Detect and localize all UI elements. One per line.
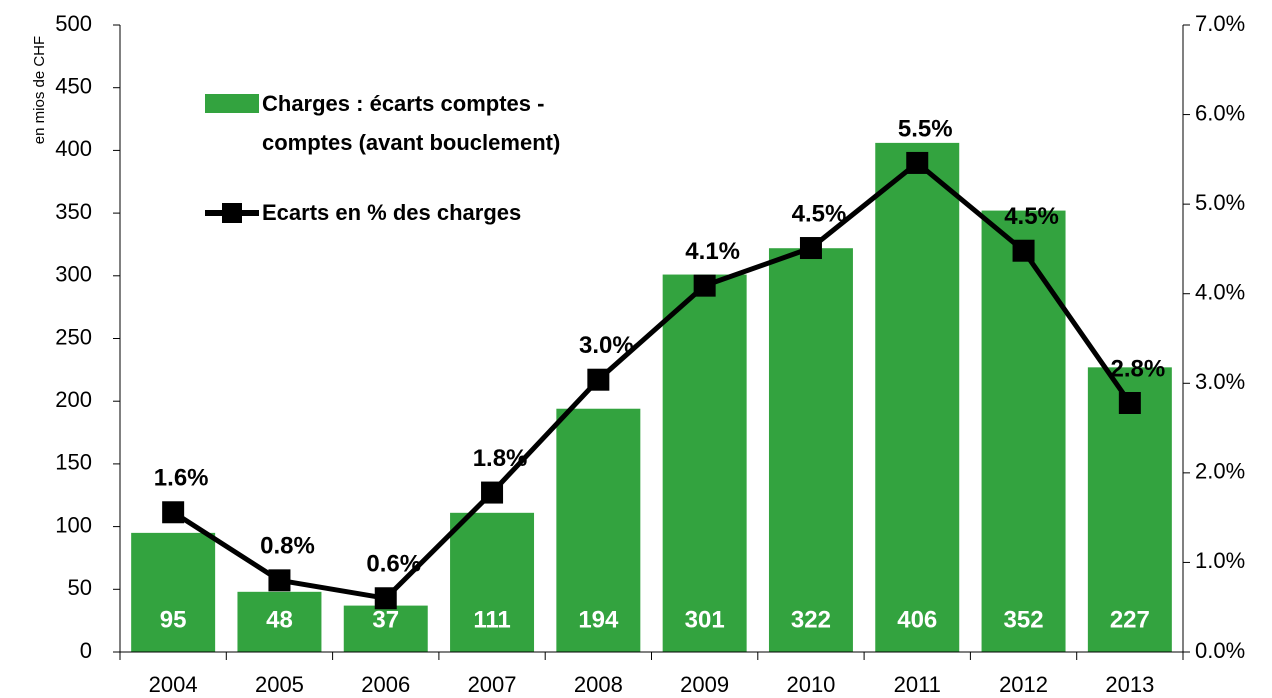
line-value-label: 1.6% <box>154 465 209 492</box>
line-value-label: 5.5% <box>898 115 953 142</box>
x-tick-label: 2005 <box>255 672 304 697</box>
y-tick-label: 300 <box>55 262 92 287</box>
legend-label: Ecarts en % des charges <box>262 200 522 225</box>
line-value-label: 0.8% <box>260 533 315 560</box>
line-value-label: 1.8% <box>473 445 528 472</box>
legend-swatch <box>205 94 259 113</box>
bar-value-label: 227 <box>1110 606 1150 633</box>
line-marker <box>268 569 291 592</box>
bar <box>981 210 1066 653</box>
line-marker <box>481 481 504 504</box>
legend: Charges : écarts comptes - comptes (avan… <box>205 84 632 232</box>
line-value-label: 3.0% <box>579 332 634 359</box>
line-marker <box>693 274 716 297</box>
x-tick-label: 2006 <box>361 672 410 697</box>
bar <box>450 512 535 652</box>
bar-value-label: 322 <box>791 606 831 633</box>
bar <box>131 532 216 652</box>
x-tick-label: 2009 <box>680 672 729 697</box>
bar-value-label: 301 <box>685 606 725 633</box>
line-value-label: 4.5% <box>1004 203 1059 230</box>
y-tick-label: 450 <box>55 74 92 99</box>
bar-value-label: 95 <box>160 606 187 633</box>
x-tick-label: 2013 <box>1105 672 1154 697</box>
bar-value-label: 48 <box>266 606 293 633</box>
x-tick-label: 2004 <box>149 672 198 697</box>
y-tick-label: 500 <box>55 11 92 36</box>
bar <box>662 274 747 652</box>
legend-label: Charges : écarts comptes - comptes (avan… <box>262 91 561 155</box>
line-marker <box>906 151 929 174</box>
bar <box>237 591 322 652</box>
line-marker <box>162 501 185 524</box>
line-value-label: 0.6% <box>366 551 421 578</box>
line-marker <box>799 237 822 260</box>
y-tick-label: 50 <box>68 575 92 600</box>
y2-tick-label: 7.0% <box>1195 11 1245 36</box>
y2-tick-label: 1.0% <box>1195 548 1245 573</box>
y-tick-label: 0 <box>80 638 92 663</box>
y-tick-label: 350 <box>55 199 92 224</box>
bar <box>1087 367 1172 652</box>
legend-item: Charges : écarts comptes - comptes (avan… <box>205 84 632 162</box>
legend-marker <box>222 203 242 223</box>
bar-value-label: 352 <box>1004 606 1044 633</box>
y2-tick-label: 4.0% <box>1195 280 1245 305</box>
line-marker <box>1118 391 1141 414</box>
bar <box>768 248 853 652</box>
y-tick-label: 400 <box>55 136 92 161</box>
y-tick-label: 150 <box>55 450 92 475</box>
line-value-label: 4.1% <box>685 238 740 265</box>
line-marker <box>374 587 397 610</box>
bar-value-label: 194 <box>578 606 619 633</box>
bar-value-label: 406 <box>897 606 937 633</box>
y-tick-label: 100 <box>55 512 92 537</box>
line-value-label: 2.8% <box>1110 355 1165 382</box>
y-tick-label: 250 <box>55 324 92 349</box>
bar <box>556 408 641 652</box>
bar-value-label: 111 <box>473 606 510 633</box>
bar <box>875 142 960 652</box>
x-tick-label: 2007 <box>468 672 517 697</box>
y2-tick-label: 6.0% <box>1195 100 1245 125</box>
x-tick-label: 2008 <box>574 672 623 697</box>
line-value-label: 4.5% <box>792 200 847 227</box>
x-tick-label: 2010 <box>786 672 835 697</box>
bar <box>343 605 428 652</box>
x-tick-label: 2011 <box>894 672 941 697</box>
bar-value-label: 37 <box>372 606 399 633</box>
y2-tick-label: 2.0% <box>1195 459 1245 484</box>
line <box>171 160 1132 601</box>
line-marker <box>1012 239 1035 262</box>
y2-tick-label: 0.0% <box>1195 638 1245 663</box>
legend-item: Ecarts en % des charges <box>205 193 632 232</box>
x-tick-label: 2012 <box>999 672 1048 697</box>
line-marker <box>587 368 610 391</box>
y-axis-label: en mios de CHF <box>31 36 48 144</box>
y-tick-label: 200 <box>55 387 92 412</box>
y2-tick-label: 5.0% <box>1195 190 1245 215</box>
y2-tick-label: 3.0% <box>1195 369 1245 394</box>
